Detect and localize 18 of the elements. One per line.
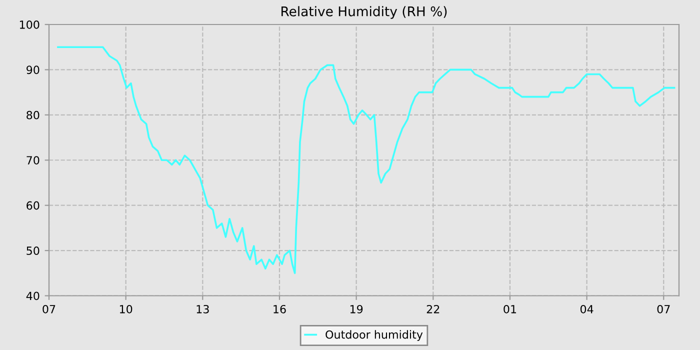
x-tick-label: 16 bbox=[274, 304, 286, 314]
legend-label: Outdoor humidity bbox=[326, 330, 423, 341]
y-tick-label: 50 bbox=[26, 246, 40, 255]
x-tick-label: 07 bbox=[657, 304, 670, 314]
x-tick-label: 19 bbox=[350, 304, 363, 314]
x-tick-label: 04 bbox=[580, 304, 594, 314]
chart-title: Relative Humidity (RH %) bbox=[282, 6, 447, 19]
y-tick-label: 70 bbox=[26, 156, 40, 165]
x-tick-label: 22 bbox=[426, 304, 440, 314]
y-tick-label: 100 bbox=[20, 20, 40, 29]
x-tick-label: 13 bbox=[196, 304, 209, 314]
y-tick-label: 90 bbox=[26, 66, 40, 74]
y-tick-label: 80 bbox=[26, 110, 40, 120]
x-tick-label: 07 bbox=[42, 304, 56, 314]
x-tick-label: 01 bbox=[504, 304, 516, 314]
y-tick-label: 40 bbox=[26, 292, 40, 300]
y-tick-label: 60 bbox=[26, 201, 40, 210]
x-tick-label: 10 bbox=[120, 304, 132, 314]
